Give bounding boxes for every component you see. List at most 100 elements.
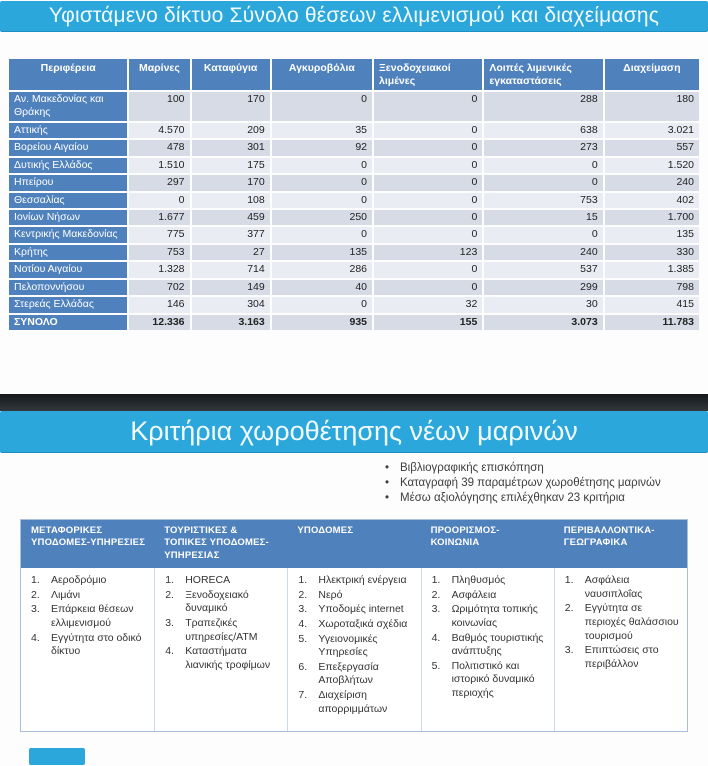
criteria-item: Εγγύτητα σε περιοχές θαλάσσιου τουρισμού — [565, 602, 679, 642]
column-header: Λοιπές λιμενικές εγκαταστάσεις — [484, 59, 603, 90]
bullet-item: Καταγραφή 39 παραμέτρων χωροθέτησης μαρι… — [383, 476, 693, 491]
value-cell: 286 — [271, 262, 373, 278]
value-cell: 297 — [129, 175, 190, 191]
value-cell: 108 — [191, 192, 270, 208]
criteria-header-band: ΜΕΤΑΦΟΡΙΚΕΣ ΥΠΟΔΟΜΕΣ-ΥΠΗΡΕΣΙΕΣ ΤΟΥΡΙΣΤΙΚΕ… — [21, 520, 687, 568]
criteria-item: Επεξεργασία Αποβλήτων — [298, 660, 379, 687]
slide-divider-bar — [0, 394, 708, 411]
criteria-item: Πληθυσμός — [432, 574, 506, 587]
table-row: Δυτικής Ελλάδος 1.510 175 0 0 0 1.520 — [9, 157, 699, 174]
table-row: Κεντρικής Μακεδονίας 775 377 0 0 0 135 — [9, 227, 699, 243]
value-cell: 146 — [129, 297, 190, 313]
criteria-column-header: ΤΟΥΡΙΣΤΙΚΕΣ & ΤΟΠΙΚΕΣ ΥΠΟΔΟΜΕΣ-ΥΠΗΡΕΣΙΑΣ — [164, 525, 269, 561]
criteria-body: Αεροδρόμιο Λιμάνι Επάρκεια θέσεων ελλιμενι… — [21, 568, 687, 731]
value-cell: 1.385 — [604, 262, 699, 278]
criteria-item: Υγειονομικές Υπηρεσίες — [298, 632, 378, 659]
total-value-cell: 12.336 — [129, 314, 190, 330]
value-cell: 273 — [484, 140, 603, 156]
region-cell: Ιονίων Νήσων — [9, 209, 128, 226]
criteria-list: Ηλεκτρική ενέργεια Νερό Υποδομές internet Χ… — [294, 574, 416, 716]
value-cell: 240 — [484, 244, 603, 261]
table-total-row: ΣΥΝΟΛΟ 12.336 3.163 935 155 3.073 11.783 — [9, 314, 699, 330]
value-cell: 0 — [374, 175, 483, 191]
value-cell: 135 — [604, 227, 699, 243]
region-cell: Αν. Μακεδονίας και Θράκης — [9, 91, 128, 121]
criteria-item: Λιμάνι — [31, 588, 81, 602]
table-row: Ηπείρου 297 170 0 0 0 240 — [9, 175, 699, 191]
value-cell: 0 — [271, 192, 373, 208]
value-cell: 377 — [191, 227, 270, 243]
value-cell: 0 — [374, 192, 483, 208]
slide2-title-bar: Κριτήρια χωροθέτησης νέων μαρινών — [0, 411, 708, 452]
criteria-item: Ξενοδοχειακό δυναμικό — [165, 588, 249, 615]
bullet-item: Βιβλιογραφικής επισκόπηση — [383, 461, 693, 476]
value-cell: 702 — [129, 279, 190, 296]
criteria-item: Εγγύτητα στο οδικό δίκτυο — [31, 631, 142, 658]
value-cell: 0 — [374, 157, 483, 174]
total-value-cell: 3.163 — [191, 314, 270, 330]
criteria-column-header: ΠΕΡΙΒΑΛΛΟΝΤΙΚΑ-ΓΕΩΓΡΑΦΙΚΑ — [563, 525, 655, 549]
value-cell: 775 — [129, 227, 190, 243]
value-cell: 415 — [604, 297, 699, 313]
berthing-table: Περιφέρεια Μαρίνες Καταφύγια Αγκυροβόλια Ξεν… — [7, 57, 701, 332]
table-header-row: Περιφέρεια Μαρίνες Καταφύγια Αγκυροβόλια Ξεν… — [9, 59, 699, 90]
value-cell: 0 — [271, 175, 373, 191]
value-cell: 170 — [191, 175, 270, 191]
region-cell: Κρήτης — [9, 244, 128, 261]
value-cell: 478 — [129, 140, 190, 156]
value-cell: 0 — [271, 91, 373, 121]
value-cell: 170 — [191, 91, 270, 121]
value-cell: 304 — [191, 297, 270, 313]
criteria-list: Πληθυσμός Ασφάλεια Ωριμότητα τοπικής κοινω… — [428, 574, 550, 701]
value-cell: 330 — [604, 244, 699, 261]
criteria-column: Πληθυσμός Ασφάλεια Ωριμότητα τοπικής κοινω… — [420, 568, 554, 731]
criteria-item: Αεροδρόμιο — [31, 574, 107, 587]
value-cell: 149 — [191, 279, 270, 296]
column-header: Διαχείμαση — [604, 59, 699, 90]
criteria-list: Ασφάλεια ναυσιπλοΐας Εγγύτητα σε περιοχές… — [561, 574, 683, 671]
criteria-list: HORECA Ξενοδοχειακό δυναμικό Τραπεζικές υπ… — [161, 574, 283, 672]
value-cell: 1.328 — [129, 262, 190, 278]
region-cell: Ηπείρου — [9, 175, 128, 191]
slide1-title-bar: Υφιστάμενο δίκτυο Σύνολο θέσεων ελλιμενι… — [0, 1, 708, 31]
value-cell: 1.510 — [129, 157, 190, 174]
value-cell: 30 — [484, 297, 603, 313]
value-cell: 0 — [484, 157, 603, 174]
table-row: Στερεάς Ελλάδας 146 304 0 32 30 415 — [9, 297, 699, 313]
criteria-item: Βαθμός τουριστικής ανάπτυξης — [432, 631, 544, 658]
value-cell: 638 — [484, 122, 603, 139]
table-row: Αν. Μακεδονίας και Θράκης 100 170 0 0 288 180 — [9, 91, 699, 121]
criteria-item: HORECA — [165, 574, 231, 587]
value-cell: 15 — [484, 209, 603, 226]
region-cell: Κεντρικής Μακεδονίας — [9, 227, 128, 243]
criteria-item: Νερό — [298, 588, 343, 602]
total-value-cell: 11.783 — [604, 314, 699, 330]
criteria-item: Τραπεζικές υπηρεσίες/ΑΤΜ — [165, 616, 258, 643]
value-cell: 209 — [191, 122, 270, 139]
criteria-item: Υποδομές internet — [298, 603, 404, 616]
criteria-item: Επιπτώσεις στο περιβάλλον — [565, 644, 659, 670]
region-cell: Πελοποννήσου — [9, 279, 128, 296]
value-cell: 0 — [374, 227, 483, 243]
value-cell: 537 — [484, 262, 603, 278]
value-cell: 180 — [604, 91, 699, 121]
criteria-item: Πολιτιστικό και ιστορικό δυναμικό περιοχ… — [432, 659, 535, 700]
value-cell: 175 — [191, 157, 270, 174]
value-cell: 3.021 — [604, 122, 699, 139]
value-cell: 27 — [191, 244, 270, 261]
value-cell: 32 — [374, 297, 483, 313]
criteria-item: Ωριμότητα τοπικής κοινωνίας — [432, 603, 538, 629]
value-cell: 4.570 — [129, 122, 190, 139]
criteria-column: Αεροδρόμιο Λιμάνι Επάρκεια θέσεων ελλιμενι… — [21, 568, 154, 731]
value-cell: 135 — [271, 244, 373, 261]
criteria-column: Ασφάλεια ναυσιπλοΐας Εγγύτητα σε περιοχές… — [553, 568, 687, 731]
value-cell: 100 — [129, 91, 190, 121]
value-cell: 301 — [191, 140, 270, 156]
criteria-panel: ΜΕΤΑΦΟΡΙΚΕΣ ΥΠΟΔΟΜΕΣ-ΥΠΗΡΕΣΙΕΣ ΤΟΥΡΙΣΤΙΚΕ… — [20, 519, 688, 732]
total-value-cell: 3.073 — [484, 314, 603, 330]
value-cell: 0 — [374, 140, 483, 156]
region-cell: Αττικής — [9, 122, 128, 139]
value-cell: 35 — [271, 122, 373, 139]
value-cell: 557 — [604, 140, 699, 156]
